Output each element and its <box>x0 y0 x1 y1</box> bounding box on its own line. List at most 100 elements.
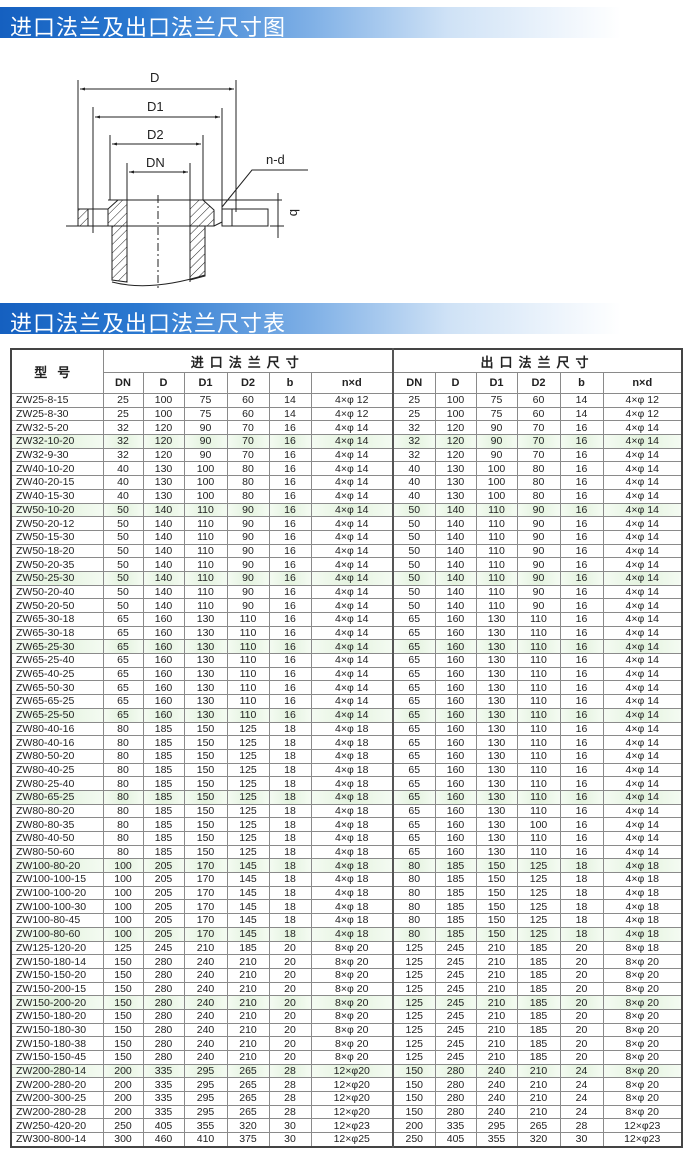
table-cell: 160 <box>434 817 477 832</box>
table-cell: 4×φ 18 <box>310 748 394 764</box>
table-cell: 12×φ20 <box>310 1077 394 1093</box>
table-cell: 18 <box>268 899 312 915</box>
table-cell: 4×φ 14 <box>602 434 683 449</box>
table-cell: 140 <box>434 516 477 531</box>
table-cell: 185 <box>142 735 185 750</box>
table-cell: 16 <box>268 475 312 490</box>
table-cell: 125 <box>392 981 436 997</box>
table-cell: 4×φ 14 <box>310 475 394 490</box>
table-cell: 80 <box>102 844 144 860</box>
table-cell: 80 <box>102 789 144 805</box>
table-cell: 16 <box>268 543 312 559</box>
table-cell: 130 <box>475 694 518 709</box>
table-cell: 90 <box>226 584 270 600</box>
table-cell: 4×φ 18 <box>310 803 394 819</box>
table-cell: 160 <box>434 666 477 682</box>
table-row: ZW40-20-15 40 130 100 80 16 4×φ 14 40 130 100 80 16… <box>10 475 683 490</box>
table-cell: 16 <box>268 584 312 600</box>
table-cell: 100 <box>434 393 477 408</box>
table-cell: 160 <box>434 776 477 791</box>
table-cell: 60 <box>516 406 561 422</box>
cell-model: ZW100-100-20 <box>10 885 104 901</box>
table-cell: 4×φ 14 <box>602 666 683 682</box>
table-cell: 185 <box>142 762 185 778</box>
table-cell: 210 <box>475 1036 518 1051</box>
table-cell: 25 <box>102 393 144 408</box>
table-cell: 16 <box>268 529 312 545</box>
table-cell: 8×φ 20 <box>310 981 394 997</box>
table-cell: 12×φ25 <box>310 1132 394 1148</box>
table-cell: 4×φ 18 <box>310 872 394 887</box>
table-cell: 65 <box>392 762 436 778</box>
table-row: ZW80-50-60 80 185 150 125 18 4×φ 18 65 160 130 110… <box>10 844 683 860</box>
table-cell: 210 <box>475 1050 518 1065</box>
table-cell: 140 <box>142 516 185 531</box>
table-cell: 240 <box>183 995 228 1010</box>
table-cell: 16 <box>268 434 312 449</box>
table-cell: 25 <box>392 393 436 408</box>
table-cell: 4×φ 14 <box>602 680 683 696</box>
table-cell: 20 <box>559 967 604 983</box>
table-cell: 65 <box>102 694 144 709</box>
table-cell: 140 <box>434 557 477 572</box>
table-cell: 130 <box>183 639 228 655</box>
table-cell: 185 <box>142 844 185 860</box>
table-cell: 200 <box>102 1077 144 1093</box>
table-cell: 4×φ 18 <box>602 926 683 942</box>
table-cell: 20 <box>268 1022 312 1038</box>
table-cell: 160 <box>434 653 477 668</box>
header-outlet-dn: DN <box>392 372 436 394</box>
table-cell: 150 <box>392 1063 436 1079</box>
table-cell: 185 <box>516 954 561 969</box>
cell-model: ZW200-280-14 <box>10 1063 104 1079</box>
table-cell: 110 <box>516 803 561 819</box>
table-cell: 170 <box>183 858 228 874</box>
table-cell: 16 <box>559 789 604 805</box>
label-D1: D1 <box>147 99 164 114</box>
table-cell: 90 <box>516 543 561 559</box>
table-cell: 210 <box>226 1008 270 1024</box>
table-cell: 280 <box>142 967 185 983</box>
table-cell: 130 <box>475 707 518 723</box>
table-cell: 65 <box>392 844 436 860</box>
table-cell: 150 <box>102 967 144 983</box>
cell-model: ZW80-50-60 <box>10 844 104 860</box>
table-cell: 245 <box>434 940 477 956</box>
table-cell: 140 <box>434 502 477 518</box>
table-cell: 405 <box>434 1132 477 1148</box>
table-cell: 245 <box>434 967 477 983</box>
table-cell: 18 <box>268 858 312 874</box>
table-cell: 210 <box>226 1036 270 1051</box>
table-cell: 245 <box>434 954 477 969</box>
table-row: ZW150-180-30 150 280 240 210 20 8×φ 20 125 245 21… <box>10 1022 683 1038</box>
cell-model: ZW32-9-30 <box>10 447 104 463</box>
cell-model: ZW125-120-20 <box>10 940 104 956</box>
table-cell: 210 <box>226 981 270 997</box>
table-cell: 20 <box>268 981 312 997</box>
table-cell: 130 <box>475 748 518 764</box>
table-cell: 16 <box>559 680 604 696</box>
table-cell: 150 <box>102 1036 144 1051</box>
table-cell: 16 <box>559 721 604 737</box>
table-cell: 205 <box>142 872 185 887</box>
table-cell: 100 <box>516 817 561 832</box>
table-row: ZW100-100-20 100 205 170 145 18 4×φ 18 80 185 150… <box>10 885 683 901</box>
table-cell: 80 <box>516 488 561 504</box>
table-cell: 20 <box>268 1036 312 1051</box>
table-cell: 185 <box>142 776 185 791</box>
table-cell: 160 <box>142 625 185 641</box>
table-cell: 210 <box>226 954 270 969</box>
table-cell: 80 <box>392 885 436 901</box>
table-cell: 18 <box>268 762 312 778</box>
table-row: ZW25-8-15 25 100 75 60 14 4×φ 12 25 100 75 60 14 4×φ… <box>10 393 683 408</box>
table-cell: 80 <box>102 735 144 750</box>
header-outlet-flange: 出口法兰尺寸 <box>392 348 683 373</box>
table-cell: 90 <box>516 570 561 586</box>
table-cell: 150 <box>475 899 518 915</box>
table-cell: 210 <box>516 1104 561 1120</box>
table-cell: 70 <box>516 420 561 436</box>
table-cell: 160 <box>142 653 185 668</box>
table-cell: 16 <box>559 831 604 846</box>
table-cell: 4×φ 14 <box>310 461 394 477</box>
table-cell: 120 <box>434 420 477 436</box>
